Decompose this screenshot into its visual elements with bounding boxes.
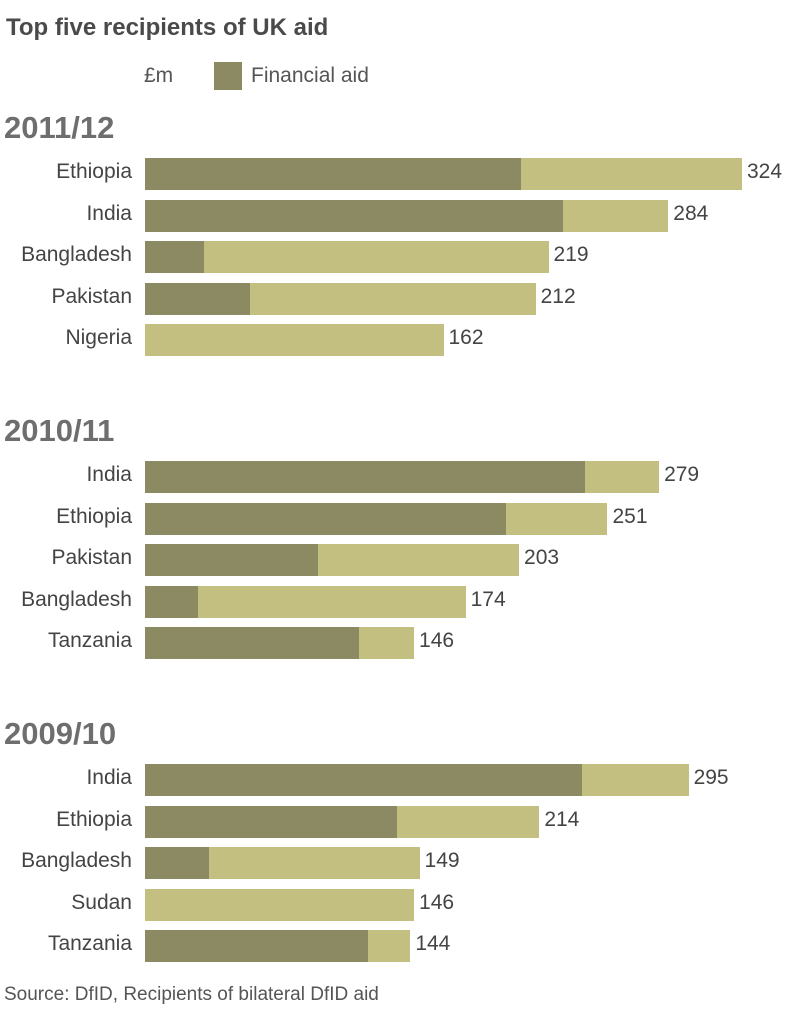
bar — [145, 241, 549, 273]
bar-value-label: 203 — [524, 546, 560, 569]
country-label: Tanzania — [47, 932, 132, 955]
chart-title: Top five recipients of UK aid — [6, 14, 329, 41]
country-label: Sudan — [71, 890, 132, 914]
bar-row: Tanzania 146 — [0, 627, 800, 661]
bar-value-label: 324 — [747, 160, 783, 183]
bar-row: Ethiopia 324 — [0, 158, 800, 192]
legend-financial-swatch — [214, 62, 242, 90]
country-label: Bangladesh — [21, 243, 132, 266]
bar-value-label: 174 — [470, 587, 506, 611]
bar-value-label: 146 — [419, 629, 455, 652]
bar — [145, 324, 444, 356]
bar-financial-segment — [145, 158, 521, 190]
bar — [145, 930, 411, 962]
country-label: India — [86, 201, 132, 225]
bar-row: Bangladesh 174 — [0, 585, 800, 620]
country-label: Pakistan — [51, 546, 132, 569]
bar-value-label: 279 — [664, 463, 700, 486]
bar-row: Pakistan 212 — [0, 282, 800, 317]
bar-row: Bangladesh 149 — [0, 847, 800, 881]
bar-row: Nigeria 162 — [0, 324, 800, 358]
bar-value-label: 146 — [419, 890, 455, 914]
bar-row: Tanzania 144 — [0, 930, 800, 964]
bar-financial-segment — [145, 241, 204, 273]
bar-financial-segment — [145, 764, 582, 796]
bar-financial-segment — [145, 282, 251, 315]
bar-row: India 284 — [0, 199, 800, 234]
bar-financial-segment — [145, 805, 398, 838]
bar-financial-segment — [145, 544, 319, 576]
bar-row: Ethiopia 251 — [0, 502, 800, 537]
panel-title: 2011/12 — [4, 110, 115, 145]
bar-value-label: 149 — [424, 849, 460, 872]
bar-total-segment — [145, 888, 415, 921]
bar-row: Ethiopia 214 — [0, 805, 800, 840]
bar — [145, 282, 536, 315]
bar — [145, 627, 415, 659]
bar-total-segment — [145, 241, 549, 273]
country-label: Pakistan — [51, 284, 132, 308]
bar-value-label: 144 — [415, 932, 451, 955]
country-label: Ethiopia — [56, 160, 132, 183]
source-note: Source: DfID, Recipients of bilateral Df… — [4, 984, 379, 1005]
panel-title: 2009/10 — [4, 716, 117, 751]
bar-financial-segment — [145, 627, 359, 659]
bar-financial-segment — [145, 199, 564, 232]
bar — [145, 585, 466, 618]
bar-financial-segment — [145, 585, 199, 618]
bar-row: Pakistan 203 — [0, 544, 800, 578]
bar — [145, 805, 540, 838]
bar — [145, 502, 608, 535]
bar-row: Sudan 146 — [0, 888, 800, 923]
bar-total-segment — [145, 585, 466, 618]
bar-value-label: 219 — [553, 243, 589, 266]
country-label: Ethiopia — [56, 504, 132, 528]
bar-row: India 279 — [0, 461, 800, 495]
bar — [145, 158, 742, 190]
bar-value-label: 251 — [612, 504, 648, 528]
bar-financial-segment — [145, 930, 368, 962]
country-label: India — [86, 463, 132, 486]
bar — [145, 461, 660, 493]
country-label: India — [86, 766, 132, 789]
bar — [145, 199, 669, 232]
bar-financial-segment — [145, 502, 507, 535]
country-label: Bangladesh — [21, 849, 132, 872]
bar-value-label: 212 — [540, 284, 576, 308]
legend-financial-label: Financial aid — [251, 64, 369, 87]
bar-total-segment — [145, 324, 444, 356]
bar-financial-segment — [145, 847, 210, 879]
bar-value-label: 284 — [673, 201, 709, 225]
bar-row: India 295 — [0, 764, 800, 798]
bar — [145, 544, 520, 576]
bar-row: Bangladesh 219 — [0, 241, 800, 275]
bar — [145, 888, 415, 921]
bar — [145, 847, 420, 879]
bar — [145, 764, 689, 796]
legend-unit: £m — [144, 64, 174, 87]
country-label: Tanzania — [47, 629, 132, 652]
bar-value-label: 214 — [544, 807, 580, 831]
bar-value-label: 295 — [693, 766, 729, 789]
country-label: Nigeria — [65, 326, 132, 349]
country-label: Bangladesh — [21, 587, 132, 611]
bar-financial-segment — [145, 461, 586, 493]
bar-value-label: 162 — [448, 326, 484, 349]
panel-title: 2010/11 — [4, 413, 115, 448]
country-label: Ethiopia — [56, 807, 132, 831]
